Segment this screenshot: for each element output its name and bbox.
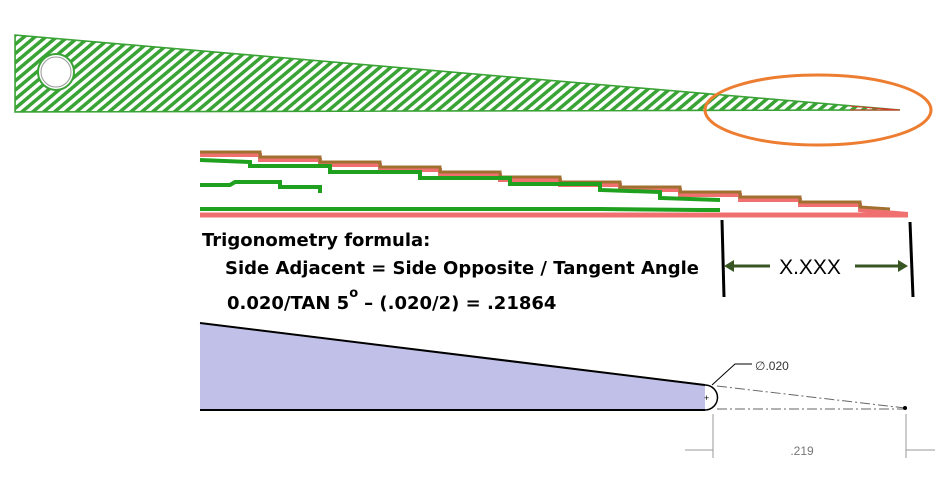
wedge-part	[14, 34, 901, 113]
formula-line: 0.020/TAN 5o – (.020/2) = .21864	[227, 286, 556, 314]
formula-heading: Trigonometry formula:	[202, 230, 430, 251]
svg-text:+: +	[704, 393, 709, 403]
formula-part: – (.020/2) = .21864	[364, 293, 556, 314]
degree-sign: o	[349, 286, 358, 301]
length-label: .219	[790, 444, 814, 458]
toolpath-detail	[199, 150, 909, 218]
dimension-label: X.XXX	[779, 256, 841, 279]
section-drawing: + ∅.020 .219	[199, 322, 935, 458]
highlight-ellipse	[703, 73, 933, 147]
formula-part: 0.020/TAN 5	[227, 293, 349, 314]
dimension: X.XXX	[720, 219, 915, 298]
formula-line: Side Adjacent = Side Opposite / Tangent …	[225, 258, 699, 279]
diameter-label: ∅.020	[755, 359, 789, 373]
